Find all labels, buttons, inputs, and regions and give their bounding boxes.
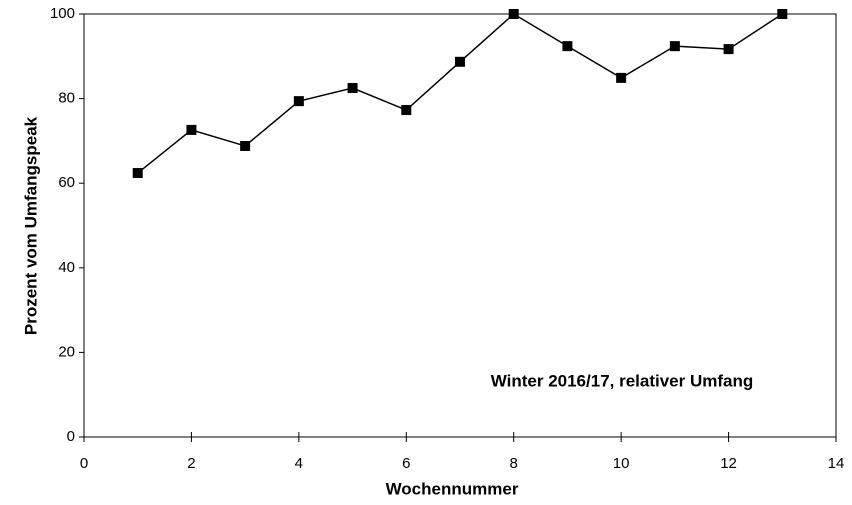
marker: [562, 41, 573, 52]
marker: [508, 9, 519, 19]
x-tick-label: 14: [828, 455, 845, 472]
marker: [723, 44, 734, 55]
x-axis-label: Wochennummer: [386, 479, 519, 498]
marker: [240, 140, 251, 151]
x-tick-label: 12: [720, 455, 737, 472]
marker: [186, 124, 197, 135]
y-tick-label: 80: [58, 90, 75, 107]
marker: [293, 96, 304, 107]
y-tick-label: 40: [58, 259, 75, 276]
y-tick-label: 100: [50, 5, 75, 22]
marker: [669, 41, 680, 52]
x-tick-label: 2: [187, 455, 195, 472]
line: [137, 13, 783, 174]
y-axis-label: Prozent vom Umfangspeak: [21, 116, 40, 335]
marker: [132, 168, 143, 179]
plot-frame: [83, 13, 837, 438]
annotation: Winter 2016/17, relativer Umfang: [491, 371, 754, 390]
x-tick-label: 4: [295, 455, 303, 472]
marker: [777, 9, 788, 19]
x-tick-label: 8: [510, 455, 518, 472]
x-tick-label: 6: [402, 455, 410, 472]
marker: [616, 72, 627, 83]
y-tick-label: 20: [58, 343, 75, 360]
y-tick-label: 60: [58, 174, 75, 191]
marker: [401, 105, 412, 116]
x-tick-label: 0: [80, 455, 88, 472]
y-tick-label: 0: [67, 428, 75, 445]
marker: [347, 83, 358, 94]
x-tick-label: 10: [613, 455, 630, 472]
marker: [455, 56, 465, 67]
